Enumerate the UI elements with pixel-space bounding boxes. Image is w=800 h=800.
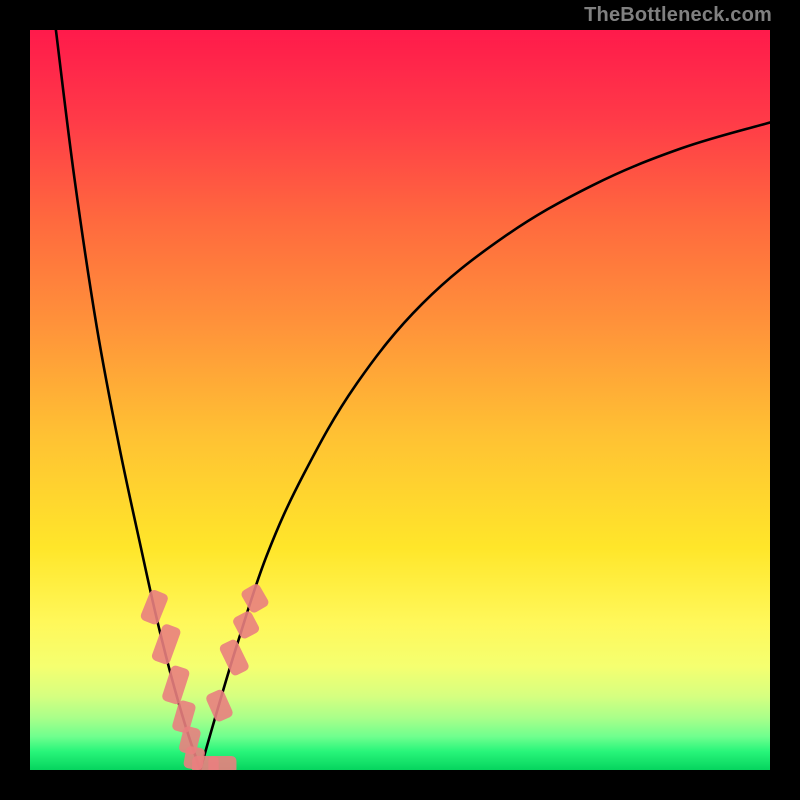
data-marker	[161, 664, 191, 705]
data-marker	[151, 623, 182, 666]
data-marker	[240, 582, 271, 614]
data-marker	[231, 610, 260, 641]
watermark-text: TheBottleneck.com	[584, 4, 772, 27]
data-marker	[139, 589, 169, 626]
curve-overlay	[30, 30, 770, 770]
data-marker	[218, 638, 250, 677]
bottleneck-curve	[56, 30, 200, 770]
plot-area	[30, 30, 770, 770]
bottleneck-curve	[200, 123, 770, 771]
data-marker	[205, 688, 235, 723]
chart-frame: TheBottleneck.com	[0, 0, 800, 800]
data-marker	[208, 756, 236, 770]
